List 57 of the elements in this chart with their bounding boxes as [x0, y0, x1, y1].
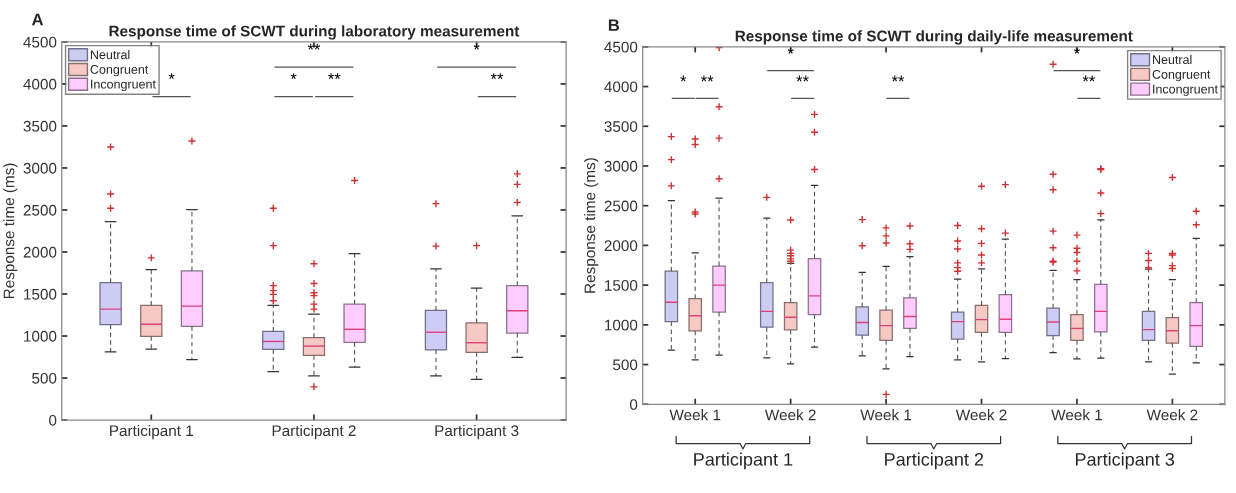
annotation: * [168, 73, 175, 80]
text: Participant 3 [1075, 452, 1175, 470]
legend-label: Neutral [1153, 54, 1192, 65]
y-tick-label: 1500 [24, 288, 57, 300]
annotation: ** [490, 73, 504, 80]
y-tick-label: 500 [612, 359, 638, 371]
annotation: ** [796, 75, 809, 82]
x-tick-label: Participant 3 [435, 424, 519, 440]
y-tick-label: 0 [49, 414, 57, 426]
y-tick-label: 500 [32, 372, 57, 384]
legend-label: Congruent [90, 65, 149, 77]
y-tick-label: 1000 [24, 330, 57, 342]
x-tick-label: Week 1 [669, 409, 721, 421]
y-tick-label: 3000 [23, 162, 57, 174]
y-axis-title: Response time (ms) [584, 158, 599, 293]
text: Participant 1 [694, 452, 793, 470]
text: Participant 2 [885, 452, 984, 470]
chart-title: Response time of SCWT during laboratory measurement [109, 25, 520, 40]
y-tick-label: 1000 [605, 319, 638, 331]
x-tick-label: Week 2 [1146, 409, 1198, 421]
legend-label: Congruent [1152, 69, 1211, 82]
legend-label: Neutral [90, 49, 130, 60]
legend-label: Incongruent [1153, 84, 1218, 96]
annotation: ** [1082, 75, 1096, 82]
x-tick-label: Participant 2 [272, 424, 356, 440]
y-tick-label: 2500 [23, 204, 57, 216]
y-tick-label: 1500 [605, 279, 638, 291]
legend-label: Incongruent [91, 79, 156, 92]
annotation: ** [891, 75, 905, 82]
x-tick-label: Week 2 [764, 409, 816, 421]
x-tick-label: Week 2 [955, 409, 1007, 421]
annotation: ** [700, 75, 714, 82]
y-tick-label: 3500 [604, 121, 638, 132]
x-tick-label: Week 1 [860, 409, 912, 421]
y-tick-label: 3500 [23, 120, 57, 132]
y-tick-label: 0 [629, 399, 638, 410]
y-tick-label: 2000 [23, 246, 57, 258]
y-tick-label: 2000 [604, 240, 638, 252]
y-tick-label: 2500 [604, 200, 638, 212]
y-axis-title: Response time (ms) [3, 163, 18, 299]
y-tick-label: 4000 [604, 81, 638, 93]
annotation: * [680, 75, 687, 82]
chart-title: Response time of SCWT during daily-life measurement [735, 30, 1133, 45]
x-tick-label: Week 1 [1051, 409, 1102, 421]
annotation: * [473, 43, 480, 50]
annotation: ** [328, 73, 341, 80]
annotation: * [787, 47, 794, 54]
y-tick-label: 3000 [604, 160, 638, 172]
text: A [31, 13, 44, 26]
y-tick-label: 4500 [604, 41, 638, 53]
annotation: ** [307, 43, 321, 50]
text: B [608, 19, 620, 31]
y-tick-label: 4000 [23, 78, 57, 90]
y-tick-label: 4500 [23, 36, 57, 48]
x-tick-label: Participant 1 [110, 424, 193, 440]
annotation: * [290, 73, 297, 80]
annotation: * [1073, 47, 1080, 54]
